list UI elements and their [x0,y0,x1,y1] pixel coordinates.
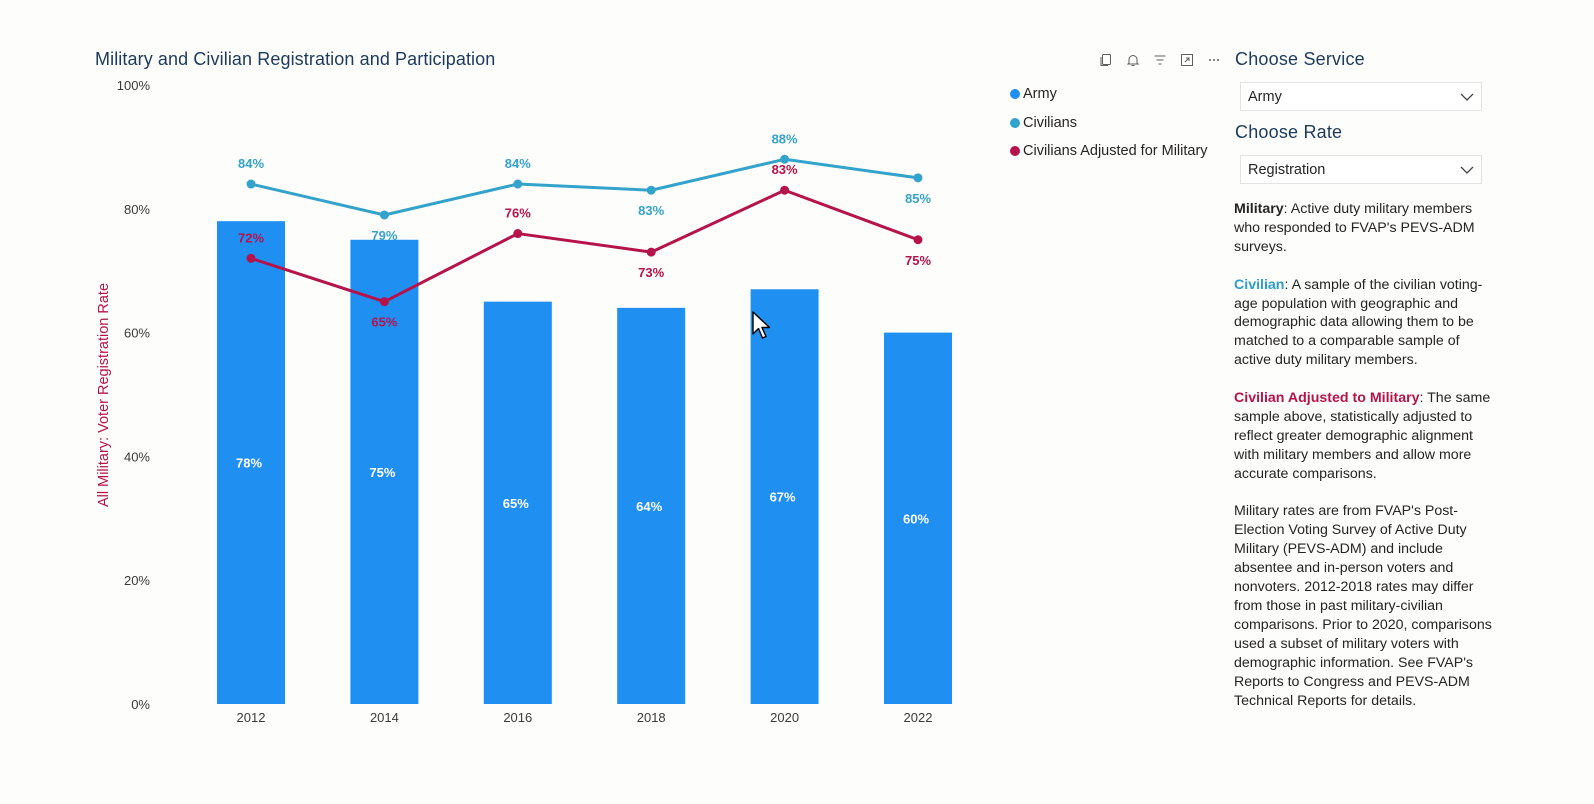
civilians-data-label: 88% [772,131,798,146]
chevron-down-icon [1460,166,1474,174]
copy-icon[interactable] [1098,52,1114,68]
y-tick-label: 80% [124,202,150,217]
army-bar-label: 67% [770,490,796,505]
army-bar-label: 60% [903,511,929,526]
y-tick-label: 0% [131,697,150,712]
civilians-data-label: 79% [371,228,397,243]
service-dropdown-value: Army [1248,88,1282,105]
adjusted-data-label: 73% [638,265,664,280]
x-tick-label: 2020 [770,710,799,725]
civilian-text: : A sample of the civilian voting-age po… [1234,276,1483,369]
adjusted-data-label: 65% [371,315,397,330]
x-tick-label: 2016 [503,710,532,725]
legend-marker-civilians [1010,117,1020,128]
civilians-point [646,185,656,195]
y-tick-label: 40% [124,449,150,464]
adjusted-point [513,229,523,239]
adjusted-point [379,297,389,307]
bar-line-chart: 0% 20% 40% 60% 80% 100% 2012 2014 2016 2018 2020 20… [117,78,952,725]
civilians-point [913,173,923,183]
civilian-term: Civilian [1234,276,1285,293]
army-bar [884,332,952,704]
adjusted-data-label: 75% [905,253,931,268]
service-dropdown[interactable]: Army [1240,82,1482,111]
chart-title: Military and Civilian Registration and P… [95,49,496,69]
civilians-data-label: 85% [905,191,931,206]
adjusted-data-label: 76% [505,206,531,221]
rates-note: Military rates are from FVAP's Post-Elec… [1234,503,1492,709]
y-tick-label: 20% [124,573,150,588]
adjusted-text: : The same sample above, statistically a… [1234,390,1491,482]
civilians-point [780,154,790,164]
army-bar [217,221,285,704]
adjusted-point [246,253,256,263]
rate-slicer-title: Choose Rate [1235,122,1343,142]
legend-item-adjusted[interactable]: Civilians Adjusted for Military [1010,137,1208,166]
army-bar [617,307,686,704]
civilians-data-label: 84% [505,156,531,171]
civilians-point [246,179,256,189]
adjusted-line [250,188,919,304]
chevron-down-icon [1460,93,1474,101]
military-text: : Active duty military members who respo… [1234,201,1475,255]
y-tick-label: 60% [124,326,150,341]
civilians-data-label: 84% [238,156,264,171]
legend-marker-adjusted [1010,146,1020,157]
focus-mode-icon[interactable] [1179,52,1195,68]
x-tick-label: 2014 [370,710,399,725]
adjusted-term: Civilian Adjusted to Military [1234,390,1420,407]
adjusted-point [913,235,923,245]
legend-label-civilians: Civilians [1023,114,1077,131]
legend-label-adjusted: Civilians Adjusted for Military [1023,143,1208,160]
legend-item-army[interactable]: Army [1010,80,1208,109]
civilian-definition: Civilian: A sample of the civilian votin… [1234,276,1494,371]
rate-dropdown-value: Registration [1248,161,1326,178]
mouse-pointer-icon [752,311,771,339]
army-bar [483,301,552,704]
military-term: Military [1234,201,1284,217]
visual-header-toolbar [1098,52,1222,68]
filter-icon[interactable] [1152,52,1168,68]
adjusted-data-label: 83% [772,162,798,177]
more-options-icon[interactable] [1206,52,1222,68]
army-bar-label: 78% [236,456,262,471]
army-bar [750,289,819,704]
civilians-point [379,210,389,220]
army-bar [350,239,419,704]
chart-legend: Army Civilians Civilians Adjusted for Mi… [1010,80,1208,166]
military-definition: Military: Active duty military members w… [1234,200,1494,257]
army-bar-label: 75% [369,465,395,480]
adjusted-data-label: 72% [238,230,264,245]
adjusted-point [780,185,790,195]
civilians-point [513,179,523,189]
adjusted-definition: Civilian Adjusted to Military: The same … [1234,389,1494,484]
y-tick-label: 100% [117,78,151,93]
civilians-data-label: 83% [638,203,664,218]
legend-label-army: Army [1023,86,1057,103]
x-tick-label: 2012 [237,710,266,725]
legend-marker-army [1010,89,1020,100]
service-slicer-title: Choose Service [1235,49,1365,69]
army-bar-label: 64% [636,499,662,514]
bell-icon[interactable] [1125,52,1141,68]
x-tick-label: 2018 [637,710,666,725]
army-bar-label: 65% [503,496,529,511]
definitions-panel: Military: Active duty military members w… [1234,200,1494,729]
civilians-line [250,157,919,217]
legend-item-civilians[interactable]: Civilians [1010,109,1208,138]
adjusted-point [646,247,656,257]
x-tick-label: 2022 [904,710,933,725]
rate-dropdown[interactable]: Registration [1240,155,1482,184]
